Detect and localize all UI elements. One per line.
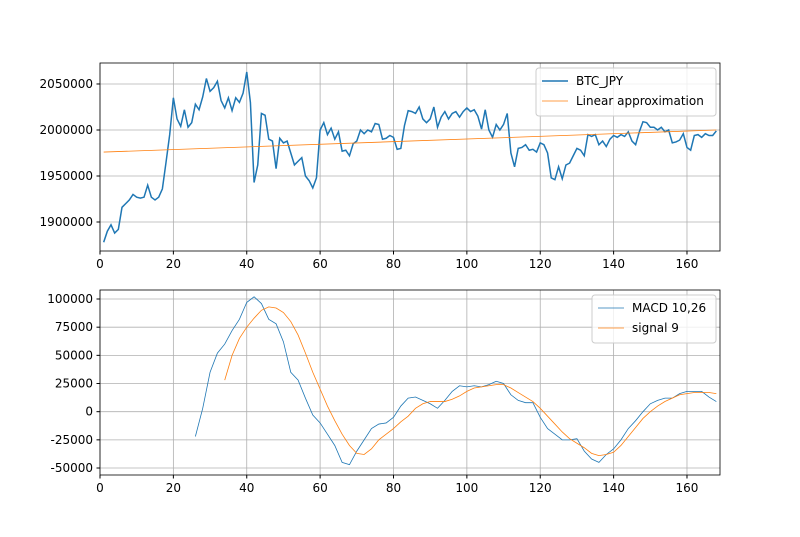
legend-box <box>535 67 717 117</box>
x-tick-label: 160 <box>676 481 699 495</box>
x-tick-label: 100 <box>455 257 478 271</box>
x-tick-label: 120 <box>529 481 552 495</box>
series-line <box>224 306 717 457</box>
legend-label: Linear approximation <box>576 94 704 108</box>
x-tick-label: 80 <box>386 257 401 271</box>
x-tick-label: 160 <box>676 257 699 271</box>
legend-box <box>591 294 717 344</box>
x-tick-label: 0 <box>96 257 104 271</box>
x-tick-label: 60 <box>312 257 327 271</box>
y-tick-label: 2050000 <box>40 77 93 91</box>
y-tick-label: 0 <box>85 405 93 419</box>
y-tick-label: -25000 <box>50 433 93 447</box>
x-tick-label: 40 <box>239 481 254 495</box>
x-tick-label: 60 <box>312 481 327 495</box>
y-tick-label: 1900000 <box>40 215 93 229</box>
legend-label: MACD 10,26 <box>632 301 706 315</box>
x-tick-label: 140 <box>602 481 625 495</box>
subplot: 0 20 40 60 80 100 120 140 160 -50000 -25000 0 25000 5… <box>47 289 721 495</box>
axes-frame <box>99 62 721 252</box>
legend-label: signal 9 <box>632 321 679 335</box>
x-tick-label: 0 <box>96 481 104 495</box>
y-tick-label: 50000 <box>55 348 93 362</box>
x-tick-label: 40 <box>239 257 254 271</box>
series-line <box>194 296 717 466</box>
x-tick-label: 100 <box>455 481 478 495</box>
axes-frame <box>99 289 721 476</box>
y-tick-label: -50000 <box>50 461 93 475</box>
series-line <box>103 129 717 153</box>
subplot: 0 20 40 60 80 100 120 140 160 1900000 1950000 20000… <box>40 62 721 271</box>
x-tick-label: 20 <box>166 257 181 271</box>
y-tick-label: 100000 <box>47 292 93 306</box>
x-tick-label: 80 <box>386 481 401 495</box>
series-line <box>102 71 717 243</box>
y-tick-label: 75000 <box>55 320 93 334</box>
y-tick-label: 2000000 <box>40 123 93 137</box>
x-tick-label: 140 <box>602 257 625 271</box>
y-tick-label: 25000 <box>55 377 93 391</box>
y-tick-label: 1950000 <box>40 169 93 183</box>
x-tick-label: 20 <box>166 481 181 495</box>
x-tick-label: 120 <box>529 257 552 271</box>
legend-label: BTC_JPY <box>576 74 624 88</box>
